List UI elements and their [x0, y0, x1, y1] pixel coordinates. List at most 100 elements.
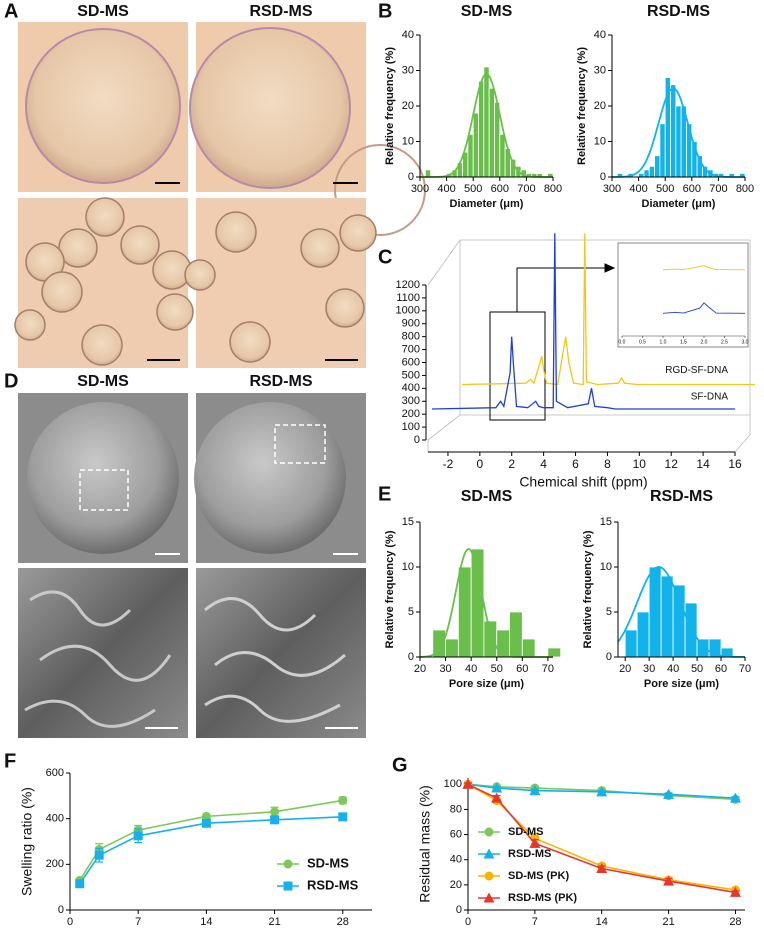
- marker: [529, 785, 541, 796]
- bar: [672, 584, 686, 658]
- y-tick-label: 15: [600, 516, 612, 528]
- y-axis-label: Relative frequency (%): [576, 47, 588, 165]
- marker: [94, 850, 104, 860]
- x-tick-label: 12: [665, 457, 679, 471]
- legend-marker: [283, 881, 293, 891]
- x-tick-label: 14: [696, 457, 710, 471]
- marker: [270, 807, 280, 817]
- bar: [496, 629, 510, 658]
- series-line: [79, 799, 343, 881]
- marker: [462, 778, 474, 789]
- x-tick-label: 7: [135, 916, 141, 928]
- y-tick-label: 0: [606, 651, 612, 663]
- x-tick-label: 30: [439, 663, 451, 675]
- x-tick-label: 600: [491, 183, 509, 195]
- x-tick-label: 300: [411, 183, 429, 195]
- inset-line: [662, 302, 746, 314]
- x-tick-label: 0: [465, 916, 471, 928]
- marker: [663, 875, 675, 886]
- y-tick-label: 10: [600, 561, 612, 573]
- y-tick-label: 5: [408, 606, 414, 618]
- x-tick-label: 14: [200, 916, 212, 928]
- chart-title: SD-MS: [461, 3, 513, 20]
- marker: [491, 782, 503, 793]
- bar: [659, 123, 666, 178]
- photo-title: RSD-MS: [249, 373, 312, 390]
- marker: [338, 795, 348, 805]
- series-line: [467, 783, 736, 894]
- chart-title: RSD-MS: [647, 3, 710, 20]
- y-tick-label: 10: [402, 135, 414, 147]
- chart-title: RSD-MS: [650, 488, 713, 505]
- y-tick-label: 100: [444, 778, 462, 790]
- marker: [729, 792, 741, 803]
- bar: [624, 629, 638, 658]
- y-tick-label: 30: [402, 64, 414, 76]
- inset-x-tick-label: 0.0: [619, 339, 626, 345]
- bar: [488, 87, 495, 178]
- series-label: RGD-SF-DNA: [665, 365, 728, 376]
- bar: [521, 638, 536, 658]
- x-axis-label: Chemical shift (ppm): [519, 474, 647, 490]
- x-tick-label: 40: [667, 663, 679, 675]
- bar: [654, 155, 661, 178]
- legend-label: SD-MS: [307, 855, 349, 870]
- bar: [445, 638, 459, 658]
- y-tick-label: 600: [402, 356, 420, 368]
- y-tick-label: 600: [46, 767, 64, 779]
- bar: [457, 566, 472, 658]
- panel-label: G: [392, 754, 408, 776]
- x-tick-label: 60: [715, 663, 727, 675]
- legend-marker: [484, 827, 494, 837]
- y-tick-label: 400: [402, 382, 420, 394]
- x-tick-label: 30: [643, 663, 655, 675]
- y-axis-label: Residual mass (%): [417, 785, 433, 902]
- y-axis-label: Relative frequency (%): [582, 530, 594, 648]
- x-tick-label: 20: [414, 663, 426, 675]
- sem-image: [18, 393, 366, 738]
- fit-curve: [617, 566, 745, 658]
- y-tick-label: 0: [414, 434, 420, 446]
- x-tick-label: 600: [683, 183, 701, 195]
- legend-marker: [283, 859, 293, 869]
- y-tick-label: 0: [408, 651, 414, 663]
- x-tick-label: 28: [337, 916, 349, 928]
- x-tick-label: 50: [491, 663, 503, 675]
- legend-label: SD-MS: [508, 826, 543, 838]
- zoom-indicator: [489, 242, 749, 421]
- x-tick-label: 400: [629, 183, 647, 195]
- y-tick-label: 60: [450, 828, 462, 840]
- x-tick-label: -2: [443, 457, 454, 471]
- x-tick-label: 300: [603, 183, 621, 195]
- x-tick-label: 50: [691, 663, 703, 675]
- photo-title: SD-MS: [77, 373, 129, 390]
- x-tick-label: 700: [517, 183, 535, 195]
- x-axis-label: Pore size (μm): [449, 678, 525, 690]
- x-tick-label: 28: [729, 916, 741, 928]
- marker: [596, 863, 608, 874]
- bar: [648, 566, 662, 658]
- x-axis-label: Diameter (μm): [450, 198, 524, 210]
- x-axis-label: Pore size (μm): [644, 678, 720, 690]
- spectrum-line: [461, 233, 755, 386]
- y-tick-label: 20: [594, 100, 606, 112]
- y-tick-label: 0: [408, 171, 414, 183]
- series-line: [467, 783, 736, 799]
- bar: [424, 169, 432, 178]
- x-tick-label: 0: [67, 916, 73, 928]
- x-tick-label: 70: [542, 663, 554, 675]
- chart-title: SD-MS: [461, 488, 513, 505]
- bar: [509, 611, 523, 658]
- y-tick-label: 0: [600, 171, 606, 183]
- series-label: SF-DNA: [691, 392, 729, 403]
- series-line: [467, 783, 736, 801]
- marker: [729, 886, 741, 897]
- x-tick-label: 400: [437, 183, 455, 195]
- photo-title: RSD-MS: [249, 3, 312, 20]
- y-tick-label: 1200: [396, 279, 420, 291]
- marker: [491, 792, 503, 803]
- x-tick-label: 800: [736, 183, 754, 195]
- x-tick-label: 10: [633, 457, 647, 471]
- bar: [470, 548, 485, 658]
- y-tick-label: 80: [450, 803, 462, 815]
